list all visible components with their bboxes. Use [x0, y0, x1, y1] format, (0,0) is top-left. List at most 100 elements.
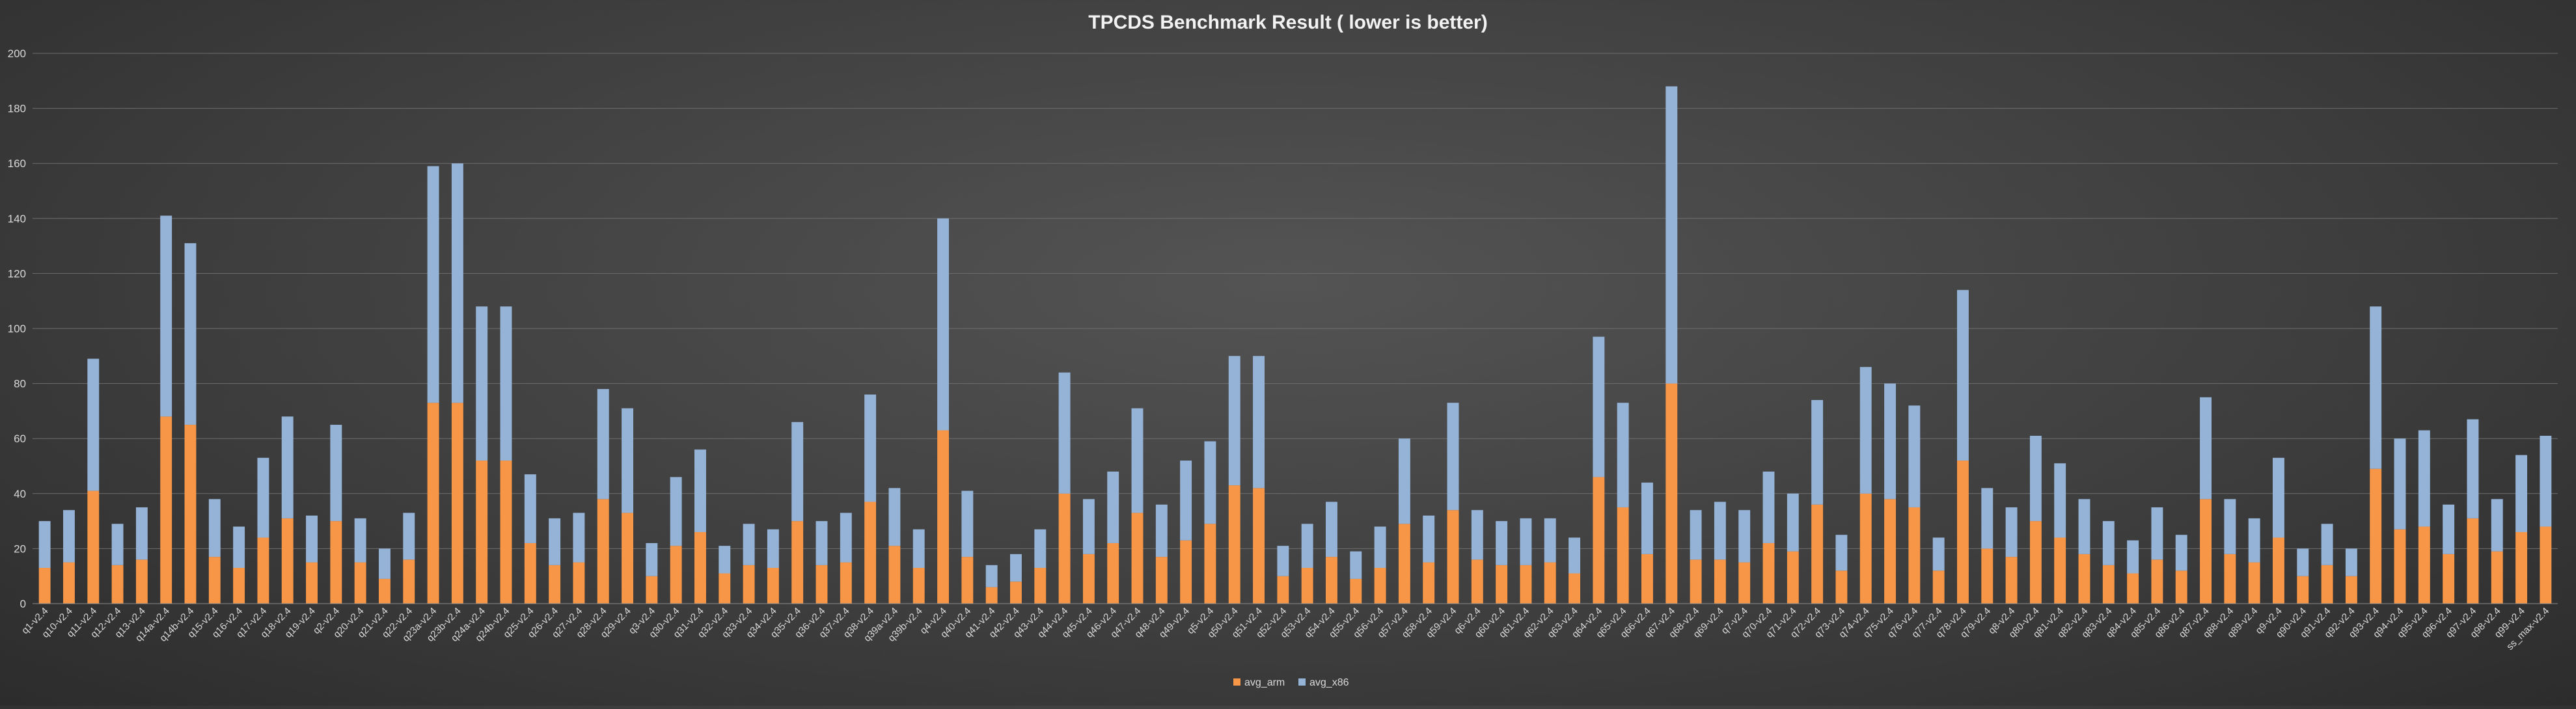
- y-tick-label: 140: [8, 213, 26, 225]
- bar-avg_arm-q29-v2.4: [622, 513, 633, 604]
- bar-avg_arm-q40-v2.4: [961, 557, 974, 604]
- bar-avg_arm-q46-v2.4: [1107, 542, 1119, 604]
- legend-swatch-avg_x86: [1298, 678, 1306, 686]
- bar-avg_x86-q90-v2.4: [2297, 548, 2309, 576]
- bar-avg_arm-q37-v2.4: [840, 562, 852, 604]
- bar-avg_arm-q18-v2.4: [281, 518, 294, 604]
- bar-avg_x86-q88-v2.4: [2224, 499, 2236, 554]
- bar-avg_arm-q28-v2.4: [597, 499, 609, 604]
- bar-avg_arm-q58-v2.4: [1423, 562, 1435, 604]
- bar-avg_arm-q41-v2.4: [985, 587, 998, 604]
- bar-avg_x86-q79-v2.4: [1981, 488, 1994, 549]
- bar-avg_x86-q77-v2.4: [1932, 537, 1945, 571]
- bar-avg_arm-q10-v2.4: [63, 562, 75, 604]
- bar-avg_arm-q67-v2.4: [1665, 383, 1678, 604]
- bar-avg_x86-q23b-v2.4: [451, 163, 463, 403]
- bar-avg_arm-q25-v2.4: [524, 542, 536, 604]
- bar-avg_x86-q69-v2.4: [1714, 502, 1726, 560]
- bar-avg_x86-q44-v2.4: [1058, 372, 1071, 494]
- bar-avg_arm-q88-v2.4: [2224, 554, 2236, 604]
- y-tick-label: 120: [8, 267, 26, 280]
- bar-avg_arm-q81-v2.4: [2054, 537, 2066, 604]
- bar-avg_arm-q23b-v2.4: [451, 403, 463, 604]
- y-tick-label: 20: [14, 542, 26, 555]
- bar-avg_arm-q79-v2.4: [1981, 548, 1994, 604]
- bar-avg_arm-q80-v2.4: [2029, 521, 2042, 604]
- bar-avg_x86-q67-v2.4: [1665, 86, 1678, 384]
- bar-avg_x86-q1-v2.4: [38, 521, 51, 569]
- bar-avg_x86-q98-v2.4: [2491, 499, 2503, 552]
- bar-avg_x86-q82-v2.4: [2078, 499, 2090, 554]
- bar-avg_arm-q94-v2.4: [2394, 529, 2406, 604]
- bar-avg_x86-q6-v2.4: [1471, 510, 1483, 560]
- bar-avg_arm-q43-v2.4: [1034, 568, 1047, 604]
- bar-avg_x86-q24b-v2.4: [500, 306, 512, 461]
- bar-avg_x86-q42-v2.4: [1010, 554, 1022, 582]
- bar-avg_x86-q89-v2.4: [2248, 518, 2260, 563]
- bar-avg_x86-q51-v2.4: [1253, 356, 1265, 488]
- bar-avg_arm-q99-v2.4: [2515, 532, 2527, 604]
- bar-avg_x86-q59-v2.4: [1447, 403, 1459, 511]
- bar-avg_x86-q94-v2.4: [2394, 438, 2406, 529]
- bar-avg_arm-q75-v2.4: [1884, 499, 1896, 604]
- bar-avg_arm-q90-v2.4: [2297, 576, 2309, 604]
- bar-avg_x86-q16-v2.4: [233, 526, 245, 569]
- bar-avg_x86-q50-v2.4: [1228, 356, 1240, 486]
- bar-avg_arm-q34-v2.4: [767, 568, 779, 604]
- bar-avg_arm-q1-v2.4: [38, 568, 51, 604]
- y-tick-label: 180: [8, 103, 26, 115]
- bar-avg_x86-q76-v2.4: [1908, 405, 1921, 507]
- bar-avg_x86-q27-v2.4: [573, 513, 585, 563]
- bar-avg_x86-q32-v2.4: [719, 546, 731, 574]
- bar-avg_x86-q13-v2.4: [135, 507, 148, 560]
- bar-avg_arm-q60-v2.4: [1496, 565, 1508, 604]
- bar-avg_x86-q91-v2.4: [2321, 524, 2333, 565]
- bar-avg_arm-q15-v2.4: [208, 557, 221, 604]
- bar-avg_arm-q62-v2.4: [1544, 562, 1556, 604]
- bar-avg_arm-q76-v2.4: [1908, 507, 1921, 604]
- bar-avg_x86-q47-v2.4: [1131, 408, 1144, 513]
- y-tick-label: 200: [8, 47, 26, 60]
- bar-avg_x86-q48-v2.4: [1155, 504, 1168, 557]
- bar-avg_x86-q43-v2.4: [1034, 529, 1047, 569]
- bar-avg_x86-q54-v2.4: [1326, 502, 1337, 557]
- bar-avg_arm-q70-v2.4: [1762, 542, 1775, 604]
- bar-avg_arm-q9-v2.4: [2273, 537, 2284, 604]
- bar-avg_arm-q21-v2.4: [379, 578, 391, 604]
- bar-avg_x86-q45-v2.4: [1082, 499, 1095, 554]
- bar-avg_x86-q85-v2.4: [2151, 507, 2163, 560]
- bar-avg_x86-q99-v2.4: [2515, 455, 2527, 533]
- bar-avg_arm-q52-v2.4: [1277, 576, 1289, 604]
- bar-avg_arm-q73-v2.4: [1835, 570, 1848, 604]
- bar-avg_arm-q53-v2.4: [1301, 568, 1313, 604]
- bar-avg_x86-q97-v2.4: [2467, 419, 2479, 518]
- legend-swatch-avg_arm: [1233, 678, 1240, 686]
- bar-avg_x86-q20-v2.4: [354, 518, 366, 563]
- bar-avg_arm-q13-v2.4: [135, 559, 148, 604]
- bar-avg_arm-q87-v2.4: [2200, 499, 2212, 604]
- bar-avg_x86-q15-v2.4: [208, 499, 221, 557]
- bar-avg_x86-q5-v2.4: [1204, 441, 1216, 524]
- bar-avg_arm-q26-v2.4: [549, 565, 561, 604]
- bar-avg_arm-q8-v2.4: [2005, 557, 2018, 604]
- bar-avg_x86-q9-v2.4: [2273, 457, 2284, 538]
- bar-avg_x86-q83-v2.4: [2102, 521, 2115, 565]
- bar-avg_arm-q6-v2.4: [1471, 559, 1483, 604]
- bar-avg_x86-q22-v2.4: [403, 513, 415, 560]
- bar-avg_arm-q17-v2.4: [257, 537, 269, 604]
- bar-avg_x86-q81-v2.4: [2054, 463, 2066, 538]
- y-tick-label: 40: [14, 488, 26, 500]
- bar-avg_arm-q2-v2.4: [330, 521, 342, 604]
- bar-avg_x86-q12-v2.4: [111, 524, 124, 565]
- bar-avg_arm-q61-v2.4: [1520, 565, 1532, 604]
- legend-label-avg_arm: avg_arm: [1244, 677, 1285, 688]
- bar-avg_arm-q66-v2.4: [1641, 554, 1653, 604]
- bar-avg_arm-q48-v2.4: [1155, 557, 1168, 604]
- bar-avg_x86-q75-v2.4: [1884, 383, 1896, 500]
- bar-avg_x86-q78-v2.4: [1957, 289, 1969, 461]
- bar-avg_x86-q35-v2.4: [791, 421, 804, 522]
- bar-avg_x86-q36-v2.4: [815, 521, 828, 565]
- bar-avg_arm-q55-v2.4: [1350, 578, 1362, 604]
- bar-avg_x86-q34-v2.4: [767, 529, 779, 569]
- bar-avg_arm-q84-v2.4: [2127, 573, 2139, 604]
